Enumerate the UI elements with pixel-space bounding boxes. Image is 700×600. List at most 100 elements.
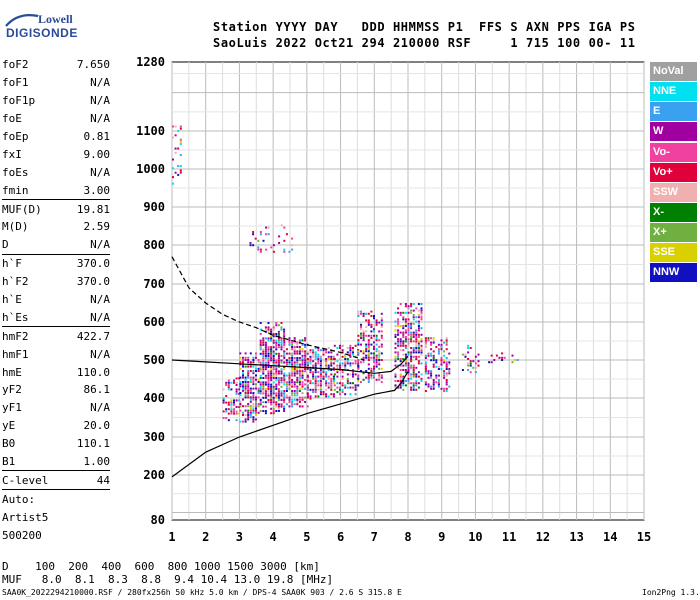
echo-point: [365, 312, 368, 315]
echo-point: [275, 359, 278, 362]
echo-point: [330, 360, 333, 363]
echo-point: [474, 371, 477, 374]
echo-point: [267, 385, 270, 388]
echo-point: [259, 233, 262, 236]
echo-point: [424, 357, 427, 359]
echo-point: [306, 396, 309, 399]
echo-point: [432, 357, 435, 359]
echo-point: [267, 372, 270, 375]
echo-point: [309, 395, 312, 398]
param-key: h`Es: [2, 310, 29, 324]
echo-point: [257, 248, 260, 251]
echo-point: [270, 399, 273, 401]
echo-point: [432, 381, 435, 384]
echo-point: [420, 307, 423, 310]
echo-point: [296, 359, 299, 362]
echo-point: [461, 369, 464, 371]
echo-point: [249, 409, 252, 412]
echo-point: [407, 377, 410, 380]
echo-point: [275, 344, 278, 346]
echo-point: [336, 386, 339, 389]
echo-point: [262, 239, 265, 242]
echo-point: [399, 340, 402, 343]
echo-point: [306, 360, 309, 363]
echo-point: [410, 382, 413, 385]
echo-point: [259, 344, 262, 346]
echo-point: [516, 359, 519, 361]
echo-point: [265, 233, 268, 236]
echo-point: [402, 316, 405, 319]
echo-point: [360, 361, 362, 364]
x-tick-labels: 1 2 3 4 5 6 7 8 9 10 11 12 13 14 15: [168, 530, 651, 544]
echo-point: [177, 173, 180, 176]
echo-point: [283, 372, 286, 375]
echo-point: [417, 314, 420, 316]
echo-point: [293, 363, 296, 366]
echo-point: [397, 355, 400, 358]
echo-point: [332, 380, 335, 382]
echo-point: [255, 407, 257, 410]
echo-point: [349, 355, 352, 358]
echo-point: [275, 361, 278, 364]
echo-point: [407, 373, 410, 376]
echo-point: [288, 363, 291, 366]
echo-point: [336, 366, 339, 369]
echo-point: [420, 327, 423, 330]
echo-point: [445, 387, 448, 390]
echo-point: [440, 359, 443, 362]
echo-point: [244, 387, 247, 390]
echo-point: [301, 376, 304, 379]
echo-point: [448, 385, 451, 388]
echo-point: [339, 362, 341, 365]
param-key: Auto:: [2, 492, 36, 506]
echo-point: [252, 361, 255, 364]
echo-point: [325, 375, 328, 378]
echo-point: [252, 372, 255, 375]
echo-point: [443, 376, 446, 379]
echo-point: [280, 341, 283, 344]
echo-point: [247, 392, 250, 394]
echo-point: [267, 337, 270, 340]
echo-point: [430, 372, 433, 375]
echo-point: [270, 350, 273, 353]
echo-point: [288, 401, 291, 403]
echo-point: [172, 158, 174, 161]
param-row: hmF2 422.7: [2, 326, 110, 345]
echo-point: [244, 352, 247, 355]
echo-point: [265, 226, 268, 229]
echo-point: [357, 367, 360, 370]
echo-point: [291, 405, 294, 408]
echo-point: [352, 351, 354, 354]
echo-point: [239, 400, 242, 403]
echo-point: [341, 362, 344, 365]
echo-point: [495, 354, 498, 357]
echo-point: [277, 359, 280, 362]
echo-point: [262, 361, 265, 364]
echo-point: [402, 382, 405, 385]
echo-point: [283, 394, 286, 397]
echo-point: [293, 398, 296, 401]
echo-point: [332, 369, 335, 371]
echo-point: [247, 361, 250, 364]
echo-point: [420, 347, 423, 349]
echo-point: [306, 386, 309, 389]
echo-point: [277, 355, 280, 357]
echo-point: [477, 353, 480, 356]
echo-point: [354, 344, 357, 347]
echo-point: [430, 376, 433, 379]
echo-point: [296, 352, 299, 355]
echo-point: [448, 370, 451, 373]
echo-point: [367, 341, 370, 344]
param-key: hmF2: [2, 329, 29, 343]
echo-point: [283, 250, 286, 253]
echo-point: [445, 348, 448, 351]
echo-point: [397, 307, 400, 310]
echo-point: [357, 362, 360, 365]
station-header-row2: SaoLuis 2022 Oct21 294 210000 RSF 1 715 …: [213, 36, 636, 50]
echo-point: [247, 385, 250, 388]
echo-point: [472, 360, 475, 363]
echo-point: [488, 361, 491, 364]
echo-point: [272, 333, 275, 335]
echo-point: [267, 350, 270, 353]
echo-point: [440, 357, 443, 359]
